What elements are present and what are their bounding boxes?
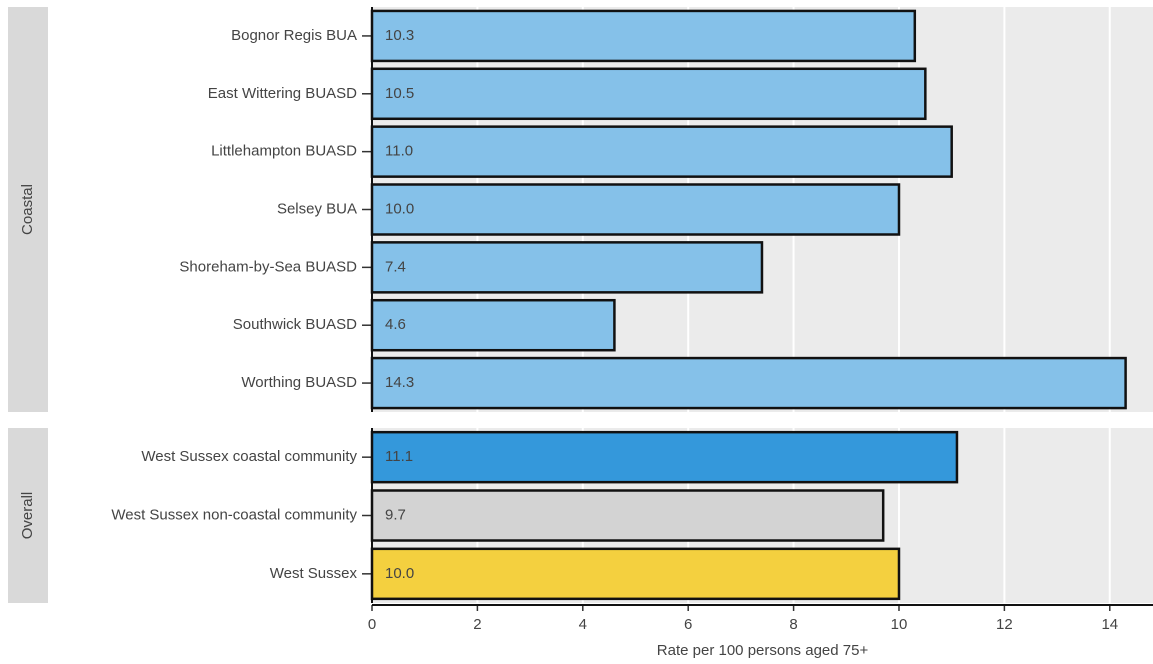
facet-label: Overall xyxy=(19,492,36,540)
value-label: 11.0 xyxy=(385,143,413,160)
value-label: 14.3 xyxy=(385,374,414,391)
bar xyxy=(370,241,764,294)
y-tick-label: Southwick BUASD xyxy=(233,316,357,333)
bar xyxy=(370,489,885,542)
x-tick-label: 10 xyxy=(891,616,908,633)
bar xyxy=(370,356,1127,410)
x-tick-label: 0 xyxy=(368,616,376,633)
y-tick-label: Bognor Regis BUA xyxy=(231,27,357,44)
facet-strip xyxy=(8,428,48,603)
bar xyxy=(370,9,917,63)
bar xyxy=(370,67,927,121)
value-label: 11.1 xyxy=(385,448,413,465)
bar xyxy=(370,547,901,601)
value-label: 10.5 xyxy=(385,85,414,102)
bar xyxy=(370,183,901,236)
bar xyxy=(370,430,959,484)
y-tick-label: West Sussex xyxy=(270,565,358,582)
value-label: 10.0 xyxy=(385,200,414,217)
facet-strip xyxy=(8,7,48,412)
x-tick-label: 8 xyxy=(789,616,797,633)
x-tick-label: 12 xyxy=(996,616,1013,633)
facet-label: Coastal xyxy=(19,184,36,235)
y-tick-label: West Sussex non-coastal community xyxy=(111,506,357,523)
x-tick-label: 6 xyxy=(684,616,692,633)
y-tick-label: Shoreham-by-Sea BUASD xyxy=(179,258,357,275)
bar xyxy=(370,298,616,352)
y-tick-label: East Wittering BUASD xyxy=(208,85,357,102)
x-axis-title: Rate per 100 persons aged 75+ xyxy=(657,642,869,659)
bar xyxy=(370,125,953,178)
value-label: 9.7 xyxy=(385,506,406,523)
value-label: 10.0 xyxy=(385,565,414,582)
value-label: 7.4 xyxy=(385,258,406,275)
value-label: 10.3 xyxy=(385,27,414,44)
value-label: 4.6 xyxy=(385,316,406,333)
y-tick-label: Littlehampton BUASD xyxy=(211,143,357,160)
y-tick-label: Selsey BUA xyxy=(277,200,357,217)
x-tick-label: 4 xyxy=(579,616,587,633)
x-tick-label: 2 xyxy=(473,616,481,633)
x-tick-label: 14 xyxy=(1101,616,1118,633)
y-tick-label: Worthing BUASD xyxy=(241,374,357,391)
y-tick-label: West Sussex coastal community xyxy=(141,448,357,465)
